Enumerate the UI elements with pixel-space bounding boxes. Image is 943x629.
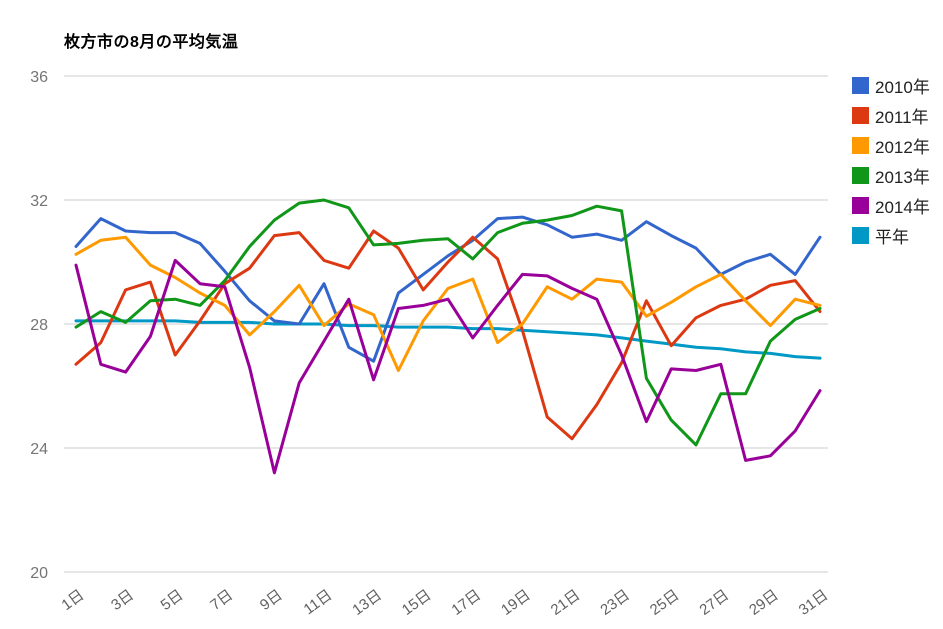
y-tick-label: 24 xyxy=(30,441,48,458)
legend-item-平年[interactable]: 平年 xyxy=(852,227,930,247)
x-tick-label: 19日 xyxy=(498,586,534,618)
legend-label: 平年 xyxy=(875,228,909,247)
series-line-2010年[interactable] xyxy=(74,215,822,363)
legend: 2010年 2011年 2012年 2013年 2014年平年 xyxy=(852,77,930,257)
legend-label: 2013年 xyxy=(875,168,930,187)
x-tick-label: 3日 xyxy=(108,586,137,613)
series-line-2012年[interactable] xyxy=(74,235,822,372)
y-tick-label: 32 xyxy=(30,193,48,210)
x-tick-label: 29日 xyxy=(746,586,782,618)
legend-label: 2011年 xyxy=(875,108,929,127)
x-tick-label: 27日 xyxy=(697,586,733,618)
y-tick-label: 36 xyxy=(30,69,48,86)
legend-label: 2012年 xyxy=(875,138,930,157)
legend-swatch-icon xyxy=(852,197,869,214)
series-line-2013年[interactable] xyxy=(74,198,822,447)
legend-label: 2014年 xyxy=(875,198,930,217)
x-tick-label: 31日 xyxy=(796,586,832,618)
x-tick-label: 13日 xyxy=(349,586,385,618)
legend-item-2010年[interactable]: 2010年 xyxy=(852,77,930,97)
chart-title: 枚方市の8月の平均気温 xyxy=(64,34,239,51)
x-tick-label: 1日 xyxy=(58,586,87,613)
x-tick-label: 17日 xyxy=(449,586,485,618)
legend-item-2011年[interactable]: 2011年 xyxy=(852,107,930,127)
gridlines xyxy=(64,75,828,573)
legend-label: 2010年 xyxy=(875,78,930,97)
legend-swatch-icon xyxy=(852,227,869,244)
x-axis-labels: 1日 3日 5日 7日 9日 11日 13日 15日 17日 19日 21日 23日 25日 27日 29日… xyxy=(58,586,831,618)
x-tick-label: 25日 xyxy=(647,586,683,618)
x-tick-label: 7日 xyxy=(207,586,236,613)
x-tick-label: 15日 xyxy=(399,586,435,618)
series-lines xyxy=(74,198,822,475)
x-tick-label: 11日 xyxy=(301,586,336,618)
legend-swatch-icon xyxy=(852,167,869,184)
x-tick-label: 21日 xyxy=(548,586,584,618)
legend-swatch-icon xyxy=(852,107,869,124)
y-axis-labels: 20 24 28 32 36 xyxy=(30,69,48,582)
x-tick-label: 9日 xyxy=(257,586,286,613)
legend-swatch-icon xyxy=(852,77,869,94)
x-tick-label: 23日 xyxy=(597,586,633,618)
legend-item-2012年[interactable]: 2012年 xyxy=(852,137,930,157)
legend-swatch-icon xyxy=(852,137,869,154)
legend-item-2013年[interactable]: 2013年 xyxy=(852,167,930,187)
legend-item-2014年[interactable]: 2014年 xyxy=(852,197,930,217)
series-line-2011年[interactable] xyxy=(74,229,822,441)
y-tick-label: 28 xyxy=(30,317,48,334)
y-tick-label: 20 xyxy=(30,565,48,582)
x-tick-label: 5日 xyxy=(158,586,187,613)
series-line-2014年[interactable] xyxy=(74,258,822,475)
